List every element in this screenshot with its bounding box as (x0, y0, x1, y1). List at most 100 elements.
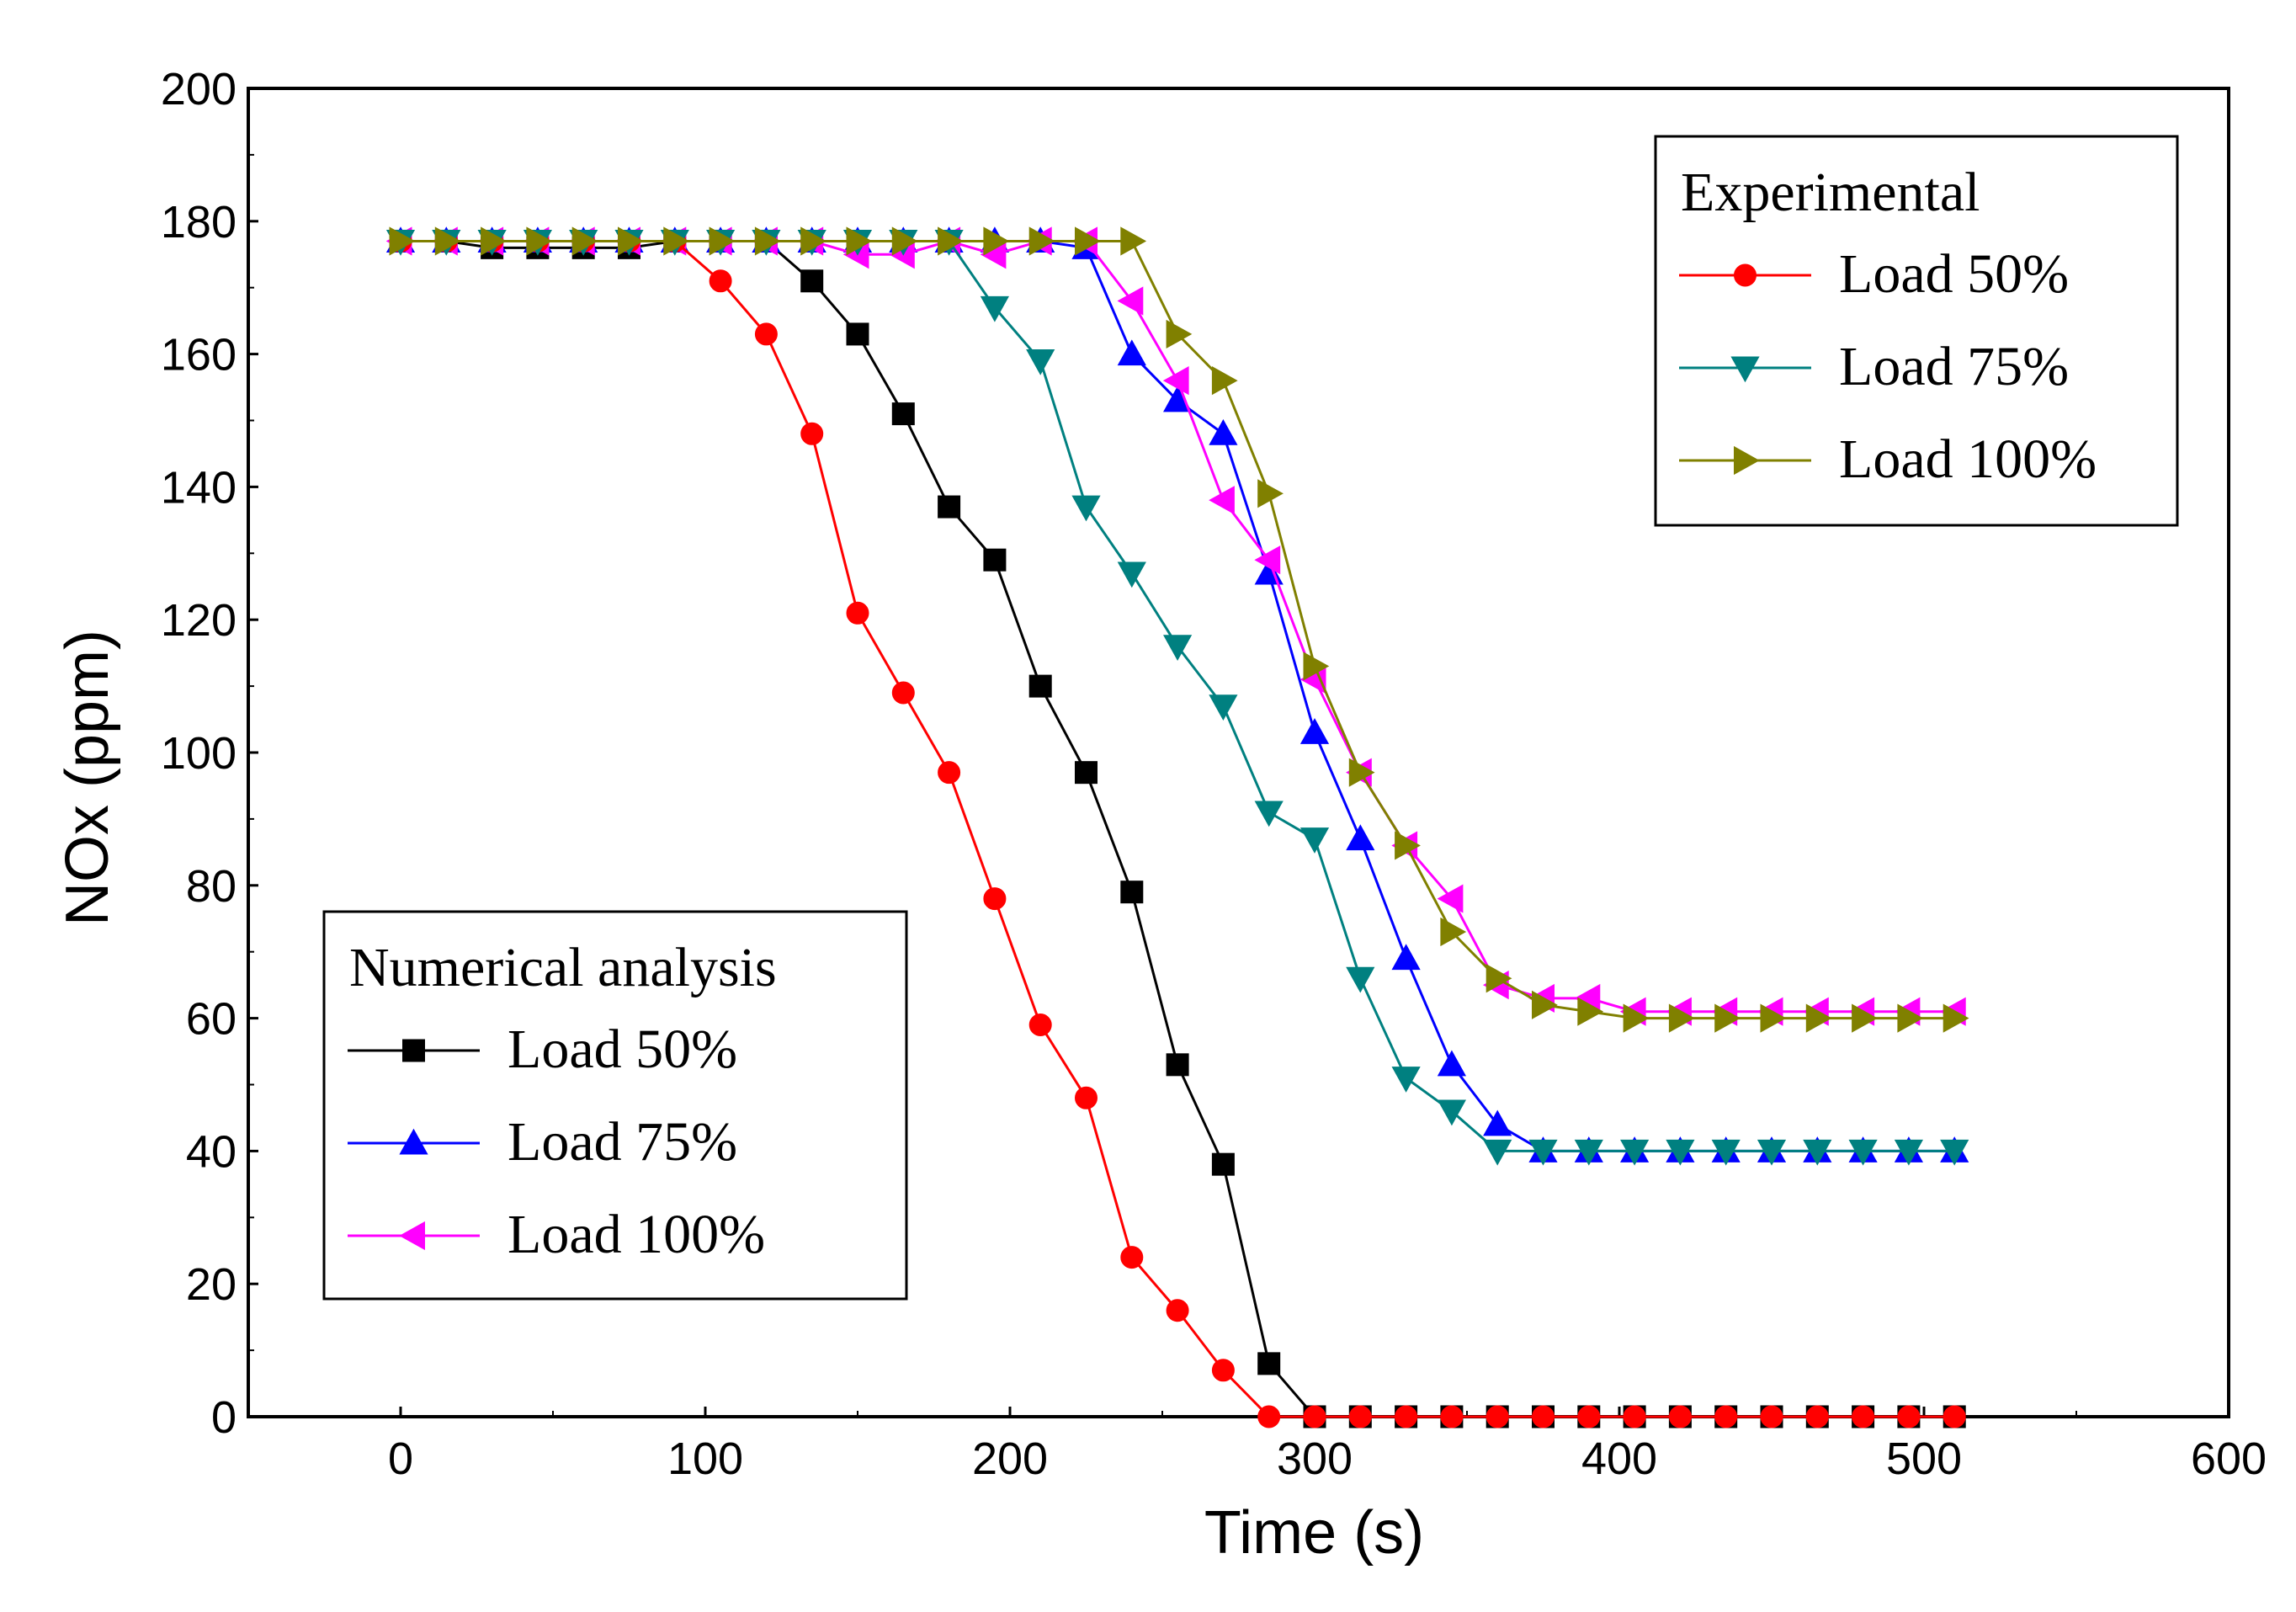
data-point (1440, 1405, 1464, 1428)
data-point (1075, 761, 1098, 785)
data-point (1254, 801, 1284, 827)
data-point (1440, 917, 1467, 947)
x-axis-title: Time (s) (1204, 1499, 1424, 1567)
data-point (800, 422, 824, 445)
data-point (1437, 884, 1464, 913)
legend-entry: Load 50% (1679, 243, 2069, 305)
data-point (1483, 1109, 1512, 1136)
data-point (1711, 1139, 1741, 1166)
data-point (1117, 561, 1146, 588)
data-point (1303, 652, 1330, 681)
data-point (1120, 226, 1147, 256)
data-point (1117, 286, 1144, 316)
data-point (1211, 1359, 1235, 1382)
data-point (754, 322, 778, 346)
x-tick-label: 400 (1581, 1434, 1657, 1484)
data-point (1166, 1053, 1189, 1077)
legend-label: Load 50% (508, 1019, 737, 1080)
data-point (938, 495, 961, 519)
data-point (1211, 1152, 1235, 1176)
data-point (1120, 1246, 1144, 1269)
legend-swatch-marker (399, 1128, 428, 1155)
data-point (891, 226, 918, 256)
legend-entry: Load 100% (348, 1204, 765, 1265)
data-point (1028, 674, 1052, 698)
data-point (1897, 1405, 1921, 1428)
data-point (1485, 964, 1512, 993)
data-point (709, 269, 732, 293)
data-point (1209, 486, 1235, 515)
data-point (1437, 1099, 1466, 1126)
data-point (1303, 1405, 1326, 1428)
data-point (1209, 694, 1238, 721)
data-point (1577, 997, 1604, 1026)
data-point (1940, 1139, 1969, 1166)
data-point (983, 887, 1007, 911)
data-point (1848, 1139, 1878, 1166)
y-tick-label: 40 (186, 1126, 237, 1177)
data-point (800, 226, 826, 256)
series-layer (385, 226, 1969, 1428)
data-point (1805, 1405, 1829, 1428)
data-point (1532, 1405, 1555, 1428)
legend-label: Load 50% (1839, 243, 2069, 305)
y-tick-label: 20 (186, 1259, 237, 1310)
data-point (891, 681, 915, 705)
data-point (1166, 319, 1193, 349)
y-tick-label: 100 (161, 728, 237, 779)
data-point (618, 226, 644, 256)
data-point (1528, 1139, 1558, 1166)
data-point (526, 226, 553, 256)
data-point (1257, 479, 1284, 508)
data-point (481, 226, 507, 256)
legend-layer: Experimental Load 50% Load 75% Load 100% Num… (322, 135, 2179, 1301)
data-point (1623, 1405, 1646, 1428)
legend-title: Experimental (1681, 162, 1980, 223)
data-point (1346, 966, 1375, 993)
data-point (800, 269, 824, 293)
legend-swatch-marker (1730, 356, 1760, 383)
y-tick-label: 60 (186, 994, 237, 1045)
legend-swatch-marker (399, 1221, 425, 1251)
data-point (1026, 348, 1055, 375)
data-point (983, 226, 1010, 256)
data-point (1209, 419, 1238, 445)
data-point (1852, 1405, 1875, 1428)
data-point (1166, 1299, 1189, 1322)
legend-title: Numerical analysis (349, 937, 777, 998)
data-point (1120, 880, 1144, 904)
data-point (1075, 226, 1101, 256)
data-point (938, 226, 964, 256)
x-tick-label: 300 (1277, 1434, 1353, 1484)
data-point (891, 402, 915, 426)
legend-entry: Load 75% (1679, 336, 2069, 397)
data-point (1437, 1050, 1466, 1077)
data-point (1760, 1003, 1787, 1033)
data-point (1071, 495, 1101, 522)
data-point (846, 226, 873, 256)
data-point (1254, 545, 1281, 575)
data-point (1391, 1067, 1421, 1093)
data-point (1483, 1139, 1512, 1166)
data-point (1346, 824, 1375, 851)
data-point (1668, 1003, 1695, 1033)
data-point (571, 226, 598, 256)
data-point (1620, 1139, 1650, 1166)
data-point (1852, 1003, 1878, 1033)
data-point (846, 601, 869, 625)
legend-label: Load 100% (508, 1204, 765, 1265)
legend-entry: Load 50% (348, 1019, 737, 1080)
y-tick-label: 140 (161, 462, 237, 513)
data-point (434, 226, 461, 256)
data-point (1211, 366, 1238, 396)
x-tick-label: 600 (2191, 1434, 2267, 1484)
data-point (1760, 1405, 1783, 1428)
data-point (1162, 366, 1189, 396)
y-tick-label: 180 (161, 197, 237, 247)
y-tick-label: 120 (161, 595, 237, 646)
data-point (1348, 758, 1375, 787)
legend-entry: Load 75% (348, 1111, 737, 1173)
data-point (1348, 1405, 1372, 1428)
